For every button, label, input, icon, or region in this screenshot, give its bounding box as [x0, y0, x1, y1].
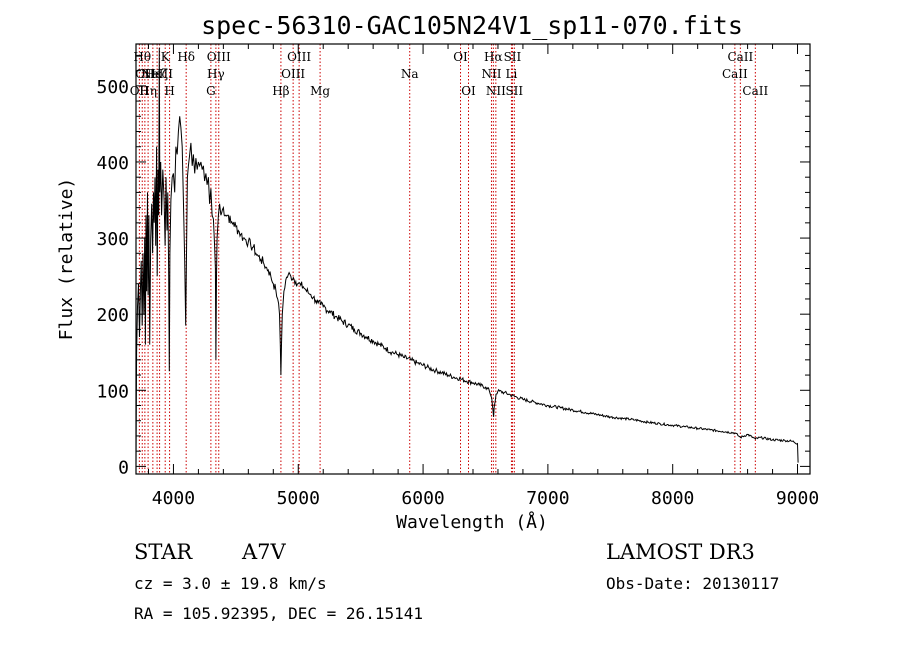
spectral-subclass: A7V — [242, 540, 286, 564]
x-tick-label: 5000 — [277, 488, 320, 509]
y-tick-label: 500 — [96, 77, 129, 98]
spectral-line-label: OIII — [287, 50, 311, 64]
spectral-line-label: Hβ — [272, 84, 289, 98]
x-tick-label: 9000 — [776, 488, 819, 509]
chart-title: spec-56310-GAC105N24V1_sp11-070.fits — [201, 11, 743, 40]
spectral-line-label: Hδ — [177, 50, 195, 64]
emission-line-markers — [138, 44, 756, 474]
spectral-line-label: CaII — [722, 67, 748, 81]
spectrum-series — [135, 47, 799, 463]
spectral-line-label: Hγ — [207, 67, 225, 81]
redshift-value: cz = 3.0 ± 19.8 km/s — [134, 574, 327, 593]
x-tick-label: 4000 — [152, 488, 195, 509]
spectral-line-label: Hη — [139, 84, 157, 98]
spectral-line-label: Hθ — [133, 50, 151, 64]
spectral-line-label: OII — [130, 84, 150, 98]
spectral-line-label: NII — [486, 84, 506, 98]
y-tick-label: 0 — [118, 457, 129, 478]
y-tick-label: 300 — [96, 229, 129, 250]
axis-ticks: 4000 5000 6000 7000 8000 9000 0 100 200 300 400 500 — [96, 44, 819, 509]
spectral-line-label: G — [206, 84, 216, 98]
spectral-line-label: Mg — [310, 84, 330, 98]
spectral-line-label: NeIII — [141, 67, 173, 81]
survey-name: LAMOST DR3 — [606, 540, 755, 564]
x-tick-label: 8000 — [651, 488, 694, 509]
spectral-line-label: Li — [506, 67, 518, 81]
spectral-line-label: OI — [453, 50, 468, 64]
x-tick-label: 6000 — [401, 488, 444, 509]
coordinates: RA = 105.92395, DEC = 26.15141 — [134, 604, 423, 623]
spectral-line-label: OIII — [207, 50, 231, 64]
object-type: STAR — [134, 540, 193, 564]
emission-line-labels: OIIHθOIIHηHεNeIIIHζKHHδGHγOIIIHβOIIIOIII… — [130, 50, 769, 98]
spectral-line-label: H — [164, 84, 174, 98]
spectral-line-label: CaII — [727, 50, 753, 64]
spectral-line-label: Hα — [484, 50, 503, 64]
spectral-line-label: OI — [461, 84, 476, 98]
spectral-line-label: K — [161, 50, 171, 64]
spectral-line-label: NII — [481, 67, 501, 81]
x-axis-label: Wavelength (Å) — [396, 511, 548, 533]
y-axis-label: Flux (relative) — [56, 178, 77, 341]
spectral-line-label: CaII — [742, 84, 768, 98]
spectrum-line-spectrum — [135, 47, 799, 463]
spectral-line-label: Hε — [145, 67, 162, 81]
plot-frame — [135, 43, 811, 475]
y-tick-label: 200 — [96, 305, 129, 326]
x-tick-label: 7000 — [526, 488, 569, 509]
spectral-line-label: SII — [504, 50, 522, 64]
observation-date: Obs-Date: 20130117 — [606, 574, 780, 593]
spectral-line-label: SII — [505, 84, 523, 98]
y-tick-label: 400 — [96, 153, 129, 174]
spectral-line-label: Na — [401, 67, 419, 81]
y-tick-label: 100 — [96, 381, 129, 402]
spectral-line-label: OIII — [281, 67, 305, 81]
